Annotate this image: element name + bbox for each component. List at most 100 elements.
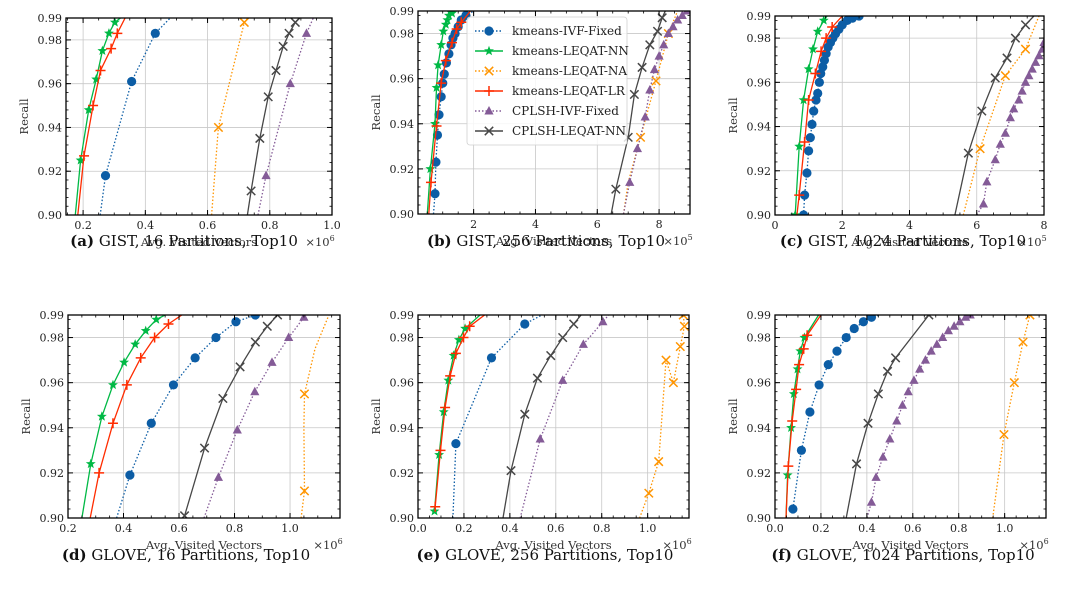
data-point-kmeans-LEQAT-NN (803, 63, 814, 74)
data-point-kmeans-LEQAT-NN (438, 406, 449, 417)
y-axis-label: Recall (726, 398, 740, 434)
data-point-CPLSH-IVF-Fixed (1014, 95, 1024, 104)
y-tick-label: 0.96 (40, 377, 65, 390)
grid (775, 16, 1044, 215)
y-tick-label: 0.98 (38, 34, 63, 47)
data-point-kmeans-LEQAT-NN (431, 82, 442, 92)
data-point-CPLSH-IVF-Fixed (625, 177, 635, 186)
data-point-kmeans-IVF-Fixed (807, 119, 817, 129)
y-tick-label: 0.98 (747, 32, 772, 45)
data-point-kmeans-IVF-Fixed (231, 317, 241, 327)
data-point-CPLSH-IVF-Fixed (285, 78, 295, 88)
data-point-kmeans-LEQAT-LR (431, 121, 442, 132)
data-point-kmeans-IVF-Fixed (823, 360, 833, 370)
legend-entry: kmeans-LEQAT-NA (475, 64, 627, 78)
data-point-kmeans-LEQAT-NA (999, 429, 1009, 440)
data-point-CPLSH-LEQAT-NN (520, 409, 530, 419)
data-point-kmeans-LEQAT-NN (798, 94, 809, 105)
data-point-kmeans-LEQAT-LR (794, 359, 805, 370)
series-line-kmeans-LEQAT-NN (433, 315, 481, 512)
y-tick-label: 0.96 (390, 73, 415, 86)
data-point-kmeans-LEQAT-LR (799, 137, 810, 148)
grid (68, 315, 340, 518)
data-point-kmeans-LEQAT-NN (799, 332, 810, 342)
data-point-kmeans-LEQAT-NN (447, 11, 457, 18)
data-point-CPLSH-LEQAT-NN (255, 133, 265, 144)
series-line-kmeans-LEQAT-LR (89, 315, 183, 518)
series-line-CPLSH-LEQAT-NN (183, 315, 279, 516)
data-point-kmeans-LEQAT-NN (103, 28, 114, 38)
y-tick-label: 0.92 (747, 165, 772, 178)
data-point-CPLSH-IVF-Fixed (961, 315, 971, 321)
x-tick-label: 1.0 (996, 522, 1014, 535)
data-point-kmeans-LEQAT-LR (787, 416, 798, 427)
data-point-CPLSH-IVF-Fixed (1024, 70, 1034, 80)
y-tick-label: 0.96 (390, 377, 415, 390)
data-point-CPLSH-IVF-Fixed (649, 64, 660, 74)
data-point-CPLSH-LEQAT-NN (263, 92, 273, 102)
data-point-CPLSH-IVF-Fixed (299, 315, 309, 321)
data-point-kmeans-LEQAT-NA (651, 76, 661, 86)
data-point-CPLSH-IVF-Fixed (213, 472, 224, 481)
data-point-kmeans-LEQAT-NN (818, 16, 829, 25)
series-group (782, 315, 1035, 518)
panel-caption-text: GIST, 256 Partitions, Top10 (452, 232, 665, 250)
series-line-CPLSH-IVF-Fixed (519, 315, 610, 518)
data-point-CPLSH-IVF-Fixed (871, 472, 881, 481)
data-point-kmeans-LEQAT-LR (451, 24, 462, 35)
panel-caption-text: GLOVE, 1024 Partitions, Top10 (792, 546, 1035, 564)
x-axis-label: Avg. Visited Vectors (850, 235, 967, 249)
y-tick-label: 0.90 (390, 208, 415, 221)
data-point-CPLSH-LEQAT-NN (611, 184, 621, 194)
data-point-kmeans-LEQAT-NN (448, 350, 459, 360)
series-line-kmeans-LEQAT-LR (796, 16, 843, 215)
data-point-kmeans-LEQAT-NN (151, 315, 162, 324)
data-point-kmeans-IVF-Fixed (849, 323, 859, 334)
panel-caption: (a) GIST, 16 Partitions, Top10 (70, 232, 298, 250)
data-point-kmeans-LEQAT-NN (460, 323, 471, 333)
data-point-kmeans-IVF-Fixed (127, 76, 137, 87)
ticks: 0 2 4 6 8 0.90 0.92 0.94 0.96 0.98 0.99 (747, 10, 1048, 232)
data-point-kmeans-IVF-Fixed (788, 504, 798, 514)
legend-label: CPLSH-LEQAT-NN (512, 124, 626, 138)
series-line-kmeans-LEQAT-NA (300, 315, 330, 518)
x-axis-label: Avg. Visited Vectors (140, 235, 257, 249)
data-point-CPLSH-IVF-Fixed (284, 332, 294, 342)
data-point-CPLSH-IVF-Fixed (885, 434, 895, 443)
data-point-CPLSH-IVF-Fixed (598, 316, 608, 326)
data-point-kmeans-IVF-Fixed (796, 445, 807, 455)
y-axis-label: Recall (369, 94, 383, 130)
data-point-CPLSH-IVF-Fixed (558, 375, 568, 384)
x-tick-label: 0.4 (501, 522, 519, 535)
data-point-CPLSH-IVF-Fixed (578, 339, 588, 348)
data-point-CPLSH-LEQAT-NN (262, 321, 273, 332)
data-point-CPLSH-IVF-Fixed (668, 21, 678, 31)
y-axis-label: Recall (726, 97, 740, 133)
data-point-CPLSH-LEQAT-NN (272, 315, 283, 320)
data-point-kmeans-LEQAT-LR (783, 461, 794, 472)
grid (66, 18, 332, 215)
series-line-kmeans-LEQAT-NA (210, 18, 249, 215)
data-point-kmeans-LEQAT-LR (435, 445, 446, 456)
data-point-CPLSH-LEQAT-NN (218, 393, 228, 404)
data-point-kmeans-LEQAT-LR (149, 332, 160, 343)
y-tick-label: 0.94 (747, 121, 772, 134)
panel-caption-label: (e) (417, 546, 441, 564)
data-point-kmeans-LEQAT-NN (97, 45, 108, 56)
y-tick-label: 0.96 (747, 377, 772, 390)
data-point-CPLSH-IVF-Fixed (1017, 86, 1027, 95)
y-tick-label: 0.99 (747, 309, 772, 322)
data-point-CPLSH-IVF-Fixed (943, 325, 953, 335)
x-tick-label: 0.6 (170, 522, 188, 535)
series-line-CPLSH-LEQAT-NN (845, 315, 930, 518)
data-point-kmeans-IVF-Fixed (847, 16, 857, 23)
y-tick-label: 0.96 (747, 76, 772, 89)
series-line-kmeans-LEQAT-LR (77, 18, 126, 215)
data-point-CPLSH-LEQAT-NN (652, 26, 663, 37)
data-point-kmeans-LEQAT-NA (678, 315, 688, 320)
data-point-kmeans-LEQAT-NN (788, 388, 799, 399)
legend-marker-plus-icon (484, 86, 494, 96)
series-line-CPLSH-IVF-Fixed (866, 315, 971, 518)
data-point-kmeans-LEQAT-NA (679, 321, 689, 332)
data-point-kmeans-LEQAT-LR (107, 418, 118, 429)
